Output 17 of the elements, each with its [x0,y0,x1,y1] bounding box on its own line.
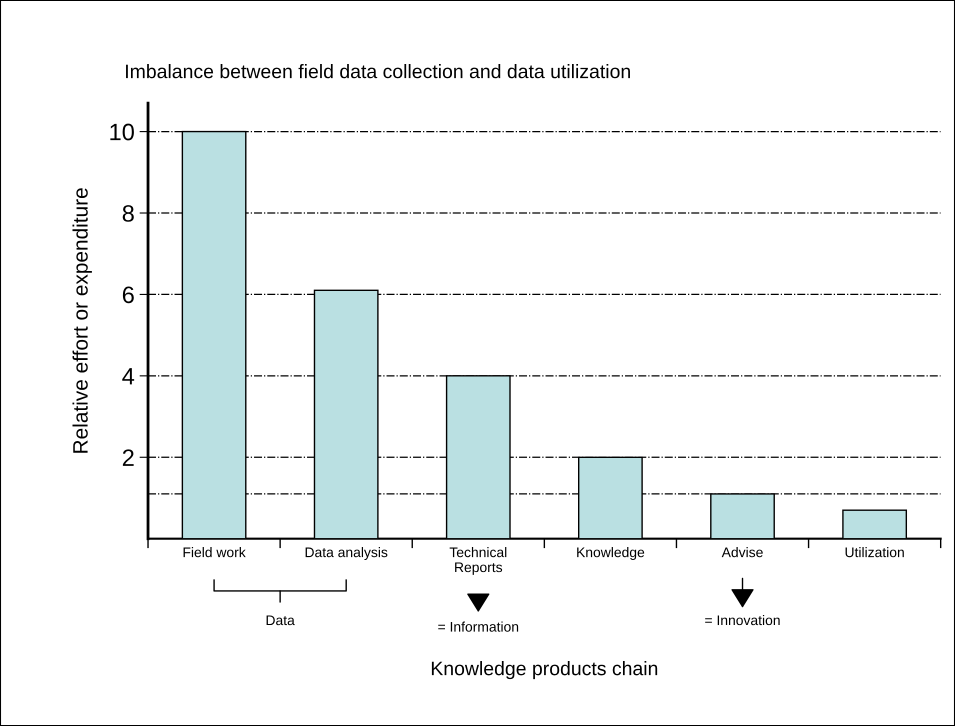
x-tick-label: Data analysis [306,547,388,560]
y-axis-title: Relative effort or expenditure [72,188,92,453]
x-tick-label: Knowledge [577,547,644,560]
x-tick-label: Advise [722,547,763,558]
text: = Innovation [705,614,780,626]
x-axis-title: Knowledge products chain [432,661,658,680]
y-tick-label: 2 [122,449,134,466]
y-tick-label: 10 [110,124,134,140]
text: = Information [438,622,518,632]
x-tick-label: Field work [184,547,246,558]
y-tick-label: 6 [122,286,134,304]
chart-title: Imbalance between field data collection and data utilization [126,64,630,78]
x-tick-label: Technical Reports [450,547,506,575]
text: Data [266,615,295,626]
x-tick-label: Utilization [846,547,904,558]
y-tick-label: 4 [122,368,134,384]
y-tick-label: 8 [122,205,134,222]
